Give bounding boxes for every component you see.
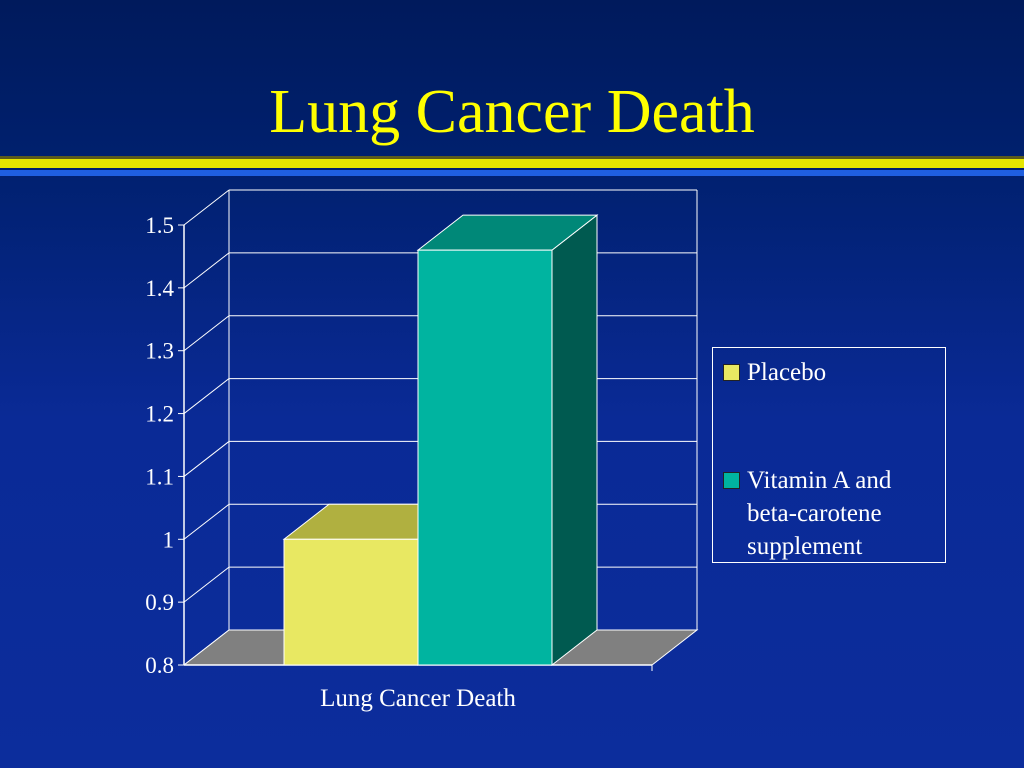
side-gridline (183, 315, 230, 352)
legend-label-placebo: Placebo (747, 359, 827, 386)
y-tick-label: 1 (163, 527, 175, 552)
y-tick-label: 1.3 (145, 339, 174, 364)
slide-title: Lung Cancer Death (269, 78, 755, 146)
title-rule-blue (0, 170, 1024, 176)
y-tick-label: 1.2 (145, 402, 174, 427)
bar-side-1 (551, 214, 598, 667)
legend-swatch-placebo (723, 364, 740, 381)
y-tick-label: 1.1 (145, 464, 174, 489)
side-gridline (183, 189, 230, 226)
side-gridline (183, 566, 230, 603)
title-rule-yellow (0, 159, 1024, 168)
y-tick-label: 0.8 (145, 653, 174, 678)
legend-label-vitamin: Vitamin A and beta-carotene supplement (747, 467, 892, 560)
bar-1 (417, 249, 553, 666)
side-gridline (183, 378, 230, 414)
x-category-label: Lung Cancer Death (320, 685, 516, 712)
title-rule-shadow (0, 156, 1024, 159)
legend-item-placebo: Placebo (723, 356, 947, 389)
y-tick-label: 1.5 (145, 213, 174, 238)
side-gridline (183, 503, 230, 540)
legend: Placebo Vitamin A and beta-carotene supp… (712, 347, 946, 563)
bar-0 (283, 538, 419, 666)
side-gridline (183, 252, 230, 289)
y-tick-label: 0.9 (145, 590, 174, 615)
y-tick-label: 1.4 (145, 276, 174, 301)
legend-item-vitamin: Vitamin A and beta-carotene supplement (723, 464, 947, 563)
side-gridline (183, 441, 230, 477)
legend-swatch-vitamin (723, 472, 740, 489)
